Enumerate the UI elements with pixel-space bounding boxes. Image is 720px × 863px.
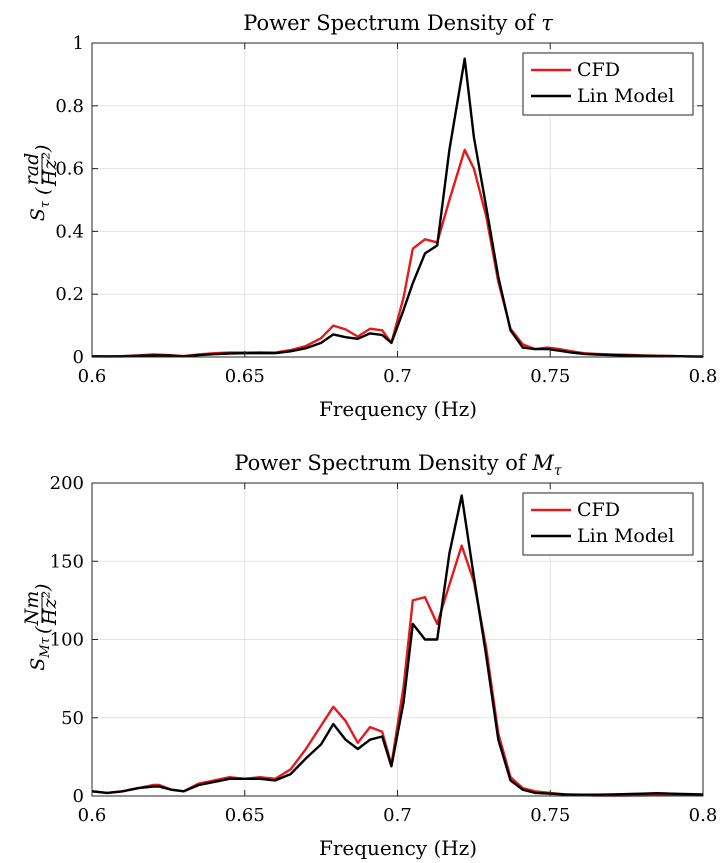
y-tick-label: 50	[61, 708, 84, 729]
y-label-unit-numerator: Nm	[21, 591, 43, 627]
y-tick-label: 0	[73, 786, 84, 807]
legend-label: Lin Model	[577, 85, 674, 107]
y-tick-label: 0	[73, 347, 84, 368]
tick-labels: 0.6 0.65 0.7 0.75 0.8 0 0.2 0.4 0.6 0.8 1	[55, 33, 717, 387]
series-line-lin-model	[92, 57, 704, 358]
y-tick-label: 0.8	[55, 96, 84, 117]
y-label-symbol: S	[27, 658, 49, 671]
chart-title: Power Spectrum Density of Mτ	[234, 451, 562, 479]
x-tick-label: 0.65	[225, 805, 265, 826]
legend-label: CFD	[577, 499, 620, 521]
y-label-open-paren: (	[32, 626, 54, 634]
x-tick-label: 0.8	[689, 366, 718, 387]
y-label-unit-denominator: Hz²	[39, 591, 61, 626]
series-line-lin-model	[91, 494, 704, 796]
plot-lines	[91, 57, 704, 358]
x-tick-label: 0.7	[383, 366, 412, 387]
y-label-unit-numerator: rad	[21, 153, 43, 186]
y-label-subscript: Mτ	[38, 636, 53, 658]
legend-box	[522, 492, 694, 556]
x-tick-label: 0.8	[689, 805, 718, 826]
legend: CFD Lin Model	[522, 52, 694, 116]
y-axis-label: SMτ ( Nm Hz² )	[21, 584, 61, 671]
y-tick-label: 0.2	[55, 284, 84, 305]
y-label-symbol: S	[27, 208, 49, 221]
legend-label: CFD	[577, 59, 620, 81]
y-label-subscript: τ	[38, 200, 53, 208]
y-tick-label: 0.6	[55, 159, 84, 180]
x-tick-label: 0.6	[78, 366, 107, 387]
x-tick-label: 0.7	[383, 805, 412, 826]
y-label-close-paren: )	[32, 584, 54, 592]
x-tick-label: 0.75	[530, 805, 570, 826]
y-label-unit-denominator: Hz²	[39, 152, 61, 187]
y-tick-label: 0.4	[55, 221, 84, 242]
x-axis-label: Frequency (Hz)	[319, 397, 477, 421]
legend-box	[522, 52, 694, 116]
y-label-close-paren: )	[32, 145, 54, 153]
y-tick-label: 150	[50, 551, 84, 572]
x-axis-label: Frequency (Hz)	[319, 836, 477, 860]
x-tick-label: 0.6	[78, 805, 107, 826]
chart-title: Power Spectrum Density of τ	[243, 11, 553, 35]
legend-label: Lin Model	[577, 525, 674, 547]
svg-text:SMτ: SMτ	[27, 636, 53, 670]
plot-lines	[91, 494, 704, 797]
svg-text:Sτ: Sτ	[27, 200, 53, 221]
chart-tau-psd: Power Spectrum Density of τ 0.6 0.65 0.7 0.…	[21, 11, 717, 421]
y-label-open-paren: (	[32, 187, 54, 195]
y-axis-label: Sτ ( rad Hz² )	[21, 145, 61, 222]
x-tick-label: 0.65	[225, 366, 265, 387]
y-tick-label: 100	[50, 630, 84, 651]
y-tick-label: 1	[73, 33, 84, 54]
legend: CFD Lin Model	[522, 492, 694, 556]
x-tick-label: 0.75	[530, 366, 570, 387]
tick-labels: 0.6 0.65 0.7 0.75 0.8 0 50 100 150 200	[50, 473, 718, 826]
chart-mtau-psd: Power Spectrum Density of Mτ 0.6 0.65 0.7 0…	[21, 451, 717, 860]
y-tick-label: 200	[50, 473, 84, 494]
